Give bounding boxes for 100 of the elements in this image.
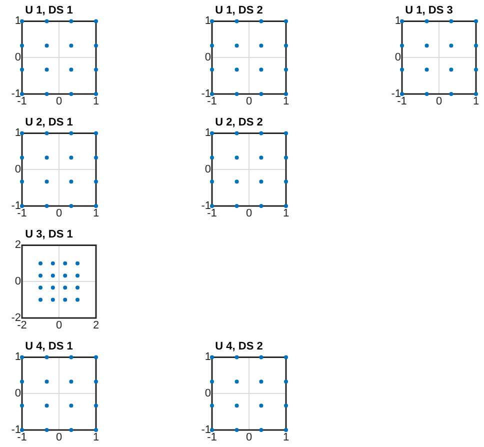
chart-title: U 1, DS 1 xyxy=(25,4,73,17)
y-tick-label: 0 xyxy=(204,388,211,400)
point xyxy=(424,44,429,48)
point xyxy=(69,156,74,160)
x-tick-label: 0 xyxy=(56,432,62,444)
point xyxy=(38,274,42,278)
y-tick-label: 0 xyxy=(394,52,401,64)
point xyxy=(94,180,98,184)
point xyxy=(234,355,239,360)
point xyxy=(400,44,404,48)
point xyxy=(259,19,264,24)
point xyxy=(44,156,49,160)
chart-title: U 3, DS 1 xyxy=(25,228,73,241)
point xyxy=(259,180,264,184)
point xyxy=(94,204,98,208)
x-tick-label: 1 xyxy=(282,96,290,108)
point xyxy=(76,261,80,266)
point xyxy=(50,274,55,278)
point xyxy=(63,298,68,302)
point xyxy=(284,19,288,24)
point xyxy=(259,156,264,160)
x-tick-label: 0 xyxy=(246,432,252,444)
y-tick-label: 0 xyxy=(14,388,21,400)
point xyxy=(94,380,98,384)
point xyxy=(50,261,55,266)
point xyxy=(69,404,74,408)
point xyxy=(38,261,42,266)
point xyxy=(44,355,49,360)
x-tick-label: 1 xyxy=(282,432,290,444)
point xyxy=(44,180,49,184)
point xyxy=(69,428,74,432)
chart-title: U 1, DS 3 xyxy=(405,4,453,17)
x-tick-label: 1 xyxy=(92,208,100,220)
point xyxy=(69,19,74,24)
chart-title: U 2, DS 2 xyxy=(215,116,263,129)
point xyxy=(50,286,55,290)
x-tick-label: 2 xyxy=(92,320,100,332)
point xyxy=(210,68,214,72)
point xyxy=(259,44,264,48)
point xyxy=(210,180,214,184)
point xyxy=(234,180,239,184)
point xyxy=(94,156,98,160)
point xyxy=(259,380,264,384)
point xyxy=(63,261,68,266)
point xyxy=(94,355,98,360)
point xyxy=(76,298,80,302)
point xyxy=(234,156,239,160)
point xyxy=(234,44,239,48)
y-tick-label: 1 xyxy=(394,15,401,28)
point xyxy=(284,204,288,208)
point xyxy=(259,68,264,72)
point xyxy=(259,92,264,96)
point xyxy=(234,404,239,408)
point xyxy=(424,92,429,96)
y-tick-label: 2 xyxy=(14,239,21,252)
point xyxy=(284,355,288,360)
point xyxy=(284,156,288,160)
point xyxy=(94,131,98,136)
point xyxy=(259,355,264,360)
point xyxy=(69,355,74,360)
point xyxy=(69,68,74,72)
point xyxy=(38,286,42,290)
x-tick-label: 1 xyxy=(472,96,480,108)
point xyxy=(20,180,24,184)
point xyxy=(474,44,478,48)
point xyxy=(63,274,68,278)
point xyxy=(284,44,288,48)
point xyxy=(69,44,74,48)
point xyxy=(69,380,74,384)
point xyxy=(284,428,288,432)
point xyxy=(234,204,239,208)
point xyxy=(44,19,49,24)
point xyxy=(69,180,74,184)
y-tick-label: 1 xyxy=(14,127,21,140)
point xyxy=(449,44,454,48)
point xyxy=(44,44,49,48)
point xyxy=(424,19,429,24)
point xyxy=(259,428,264,432)
point xyxy=(210,44,214,48)
point xyxy=(44,380,49,384)
point xyxy=(69,131,74,136)
x-tick-label: 0 xyxy=(436,96,442,108)
point xyxy=(284,380,288,384)
point xyxy=(20,156,24,160)
point xyxy=(234,68,239,72)
chart-title: U 4, DS 2 xyxy=(215,340,263,353)
point xyxy=(259,131,264,136)
y-tick-label: 1 xyxy=(204,15,211,28)
point xyxy=(76,274,80,278)
point xyxy=(234,380,239,384)
point xyxy=(94,19,98,24)
point xyxy=(210,380,214,384)
chart-title: U 1, DS 2 xyxy=(215,4,263,17)
chart-title: U 4, DS 1 xyxy=(25,340,73,353)
x-tick-label: 0 xyxy=(246,96,252,108)
x-tick-label: 1 xyxy=(282,208,290,220)
point xyxy=(210,404,214,408)
point xyxy=(44,204,49,208)
point xyxy=(76,286,80,290)
x-tick-label: 0 xyxy=(56,96,62,108)
